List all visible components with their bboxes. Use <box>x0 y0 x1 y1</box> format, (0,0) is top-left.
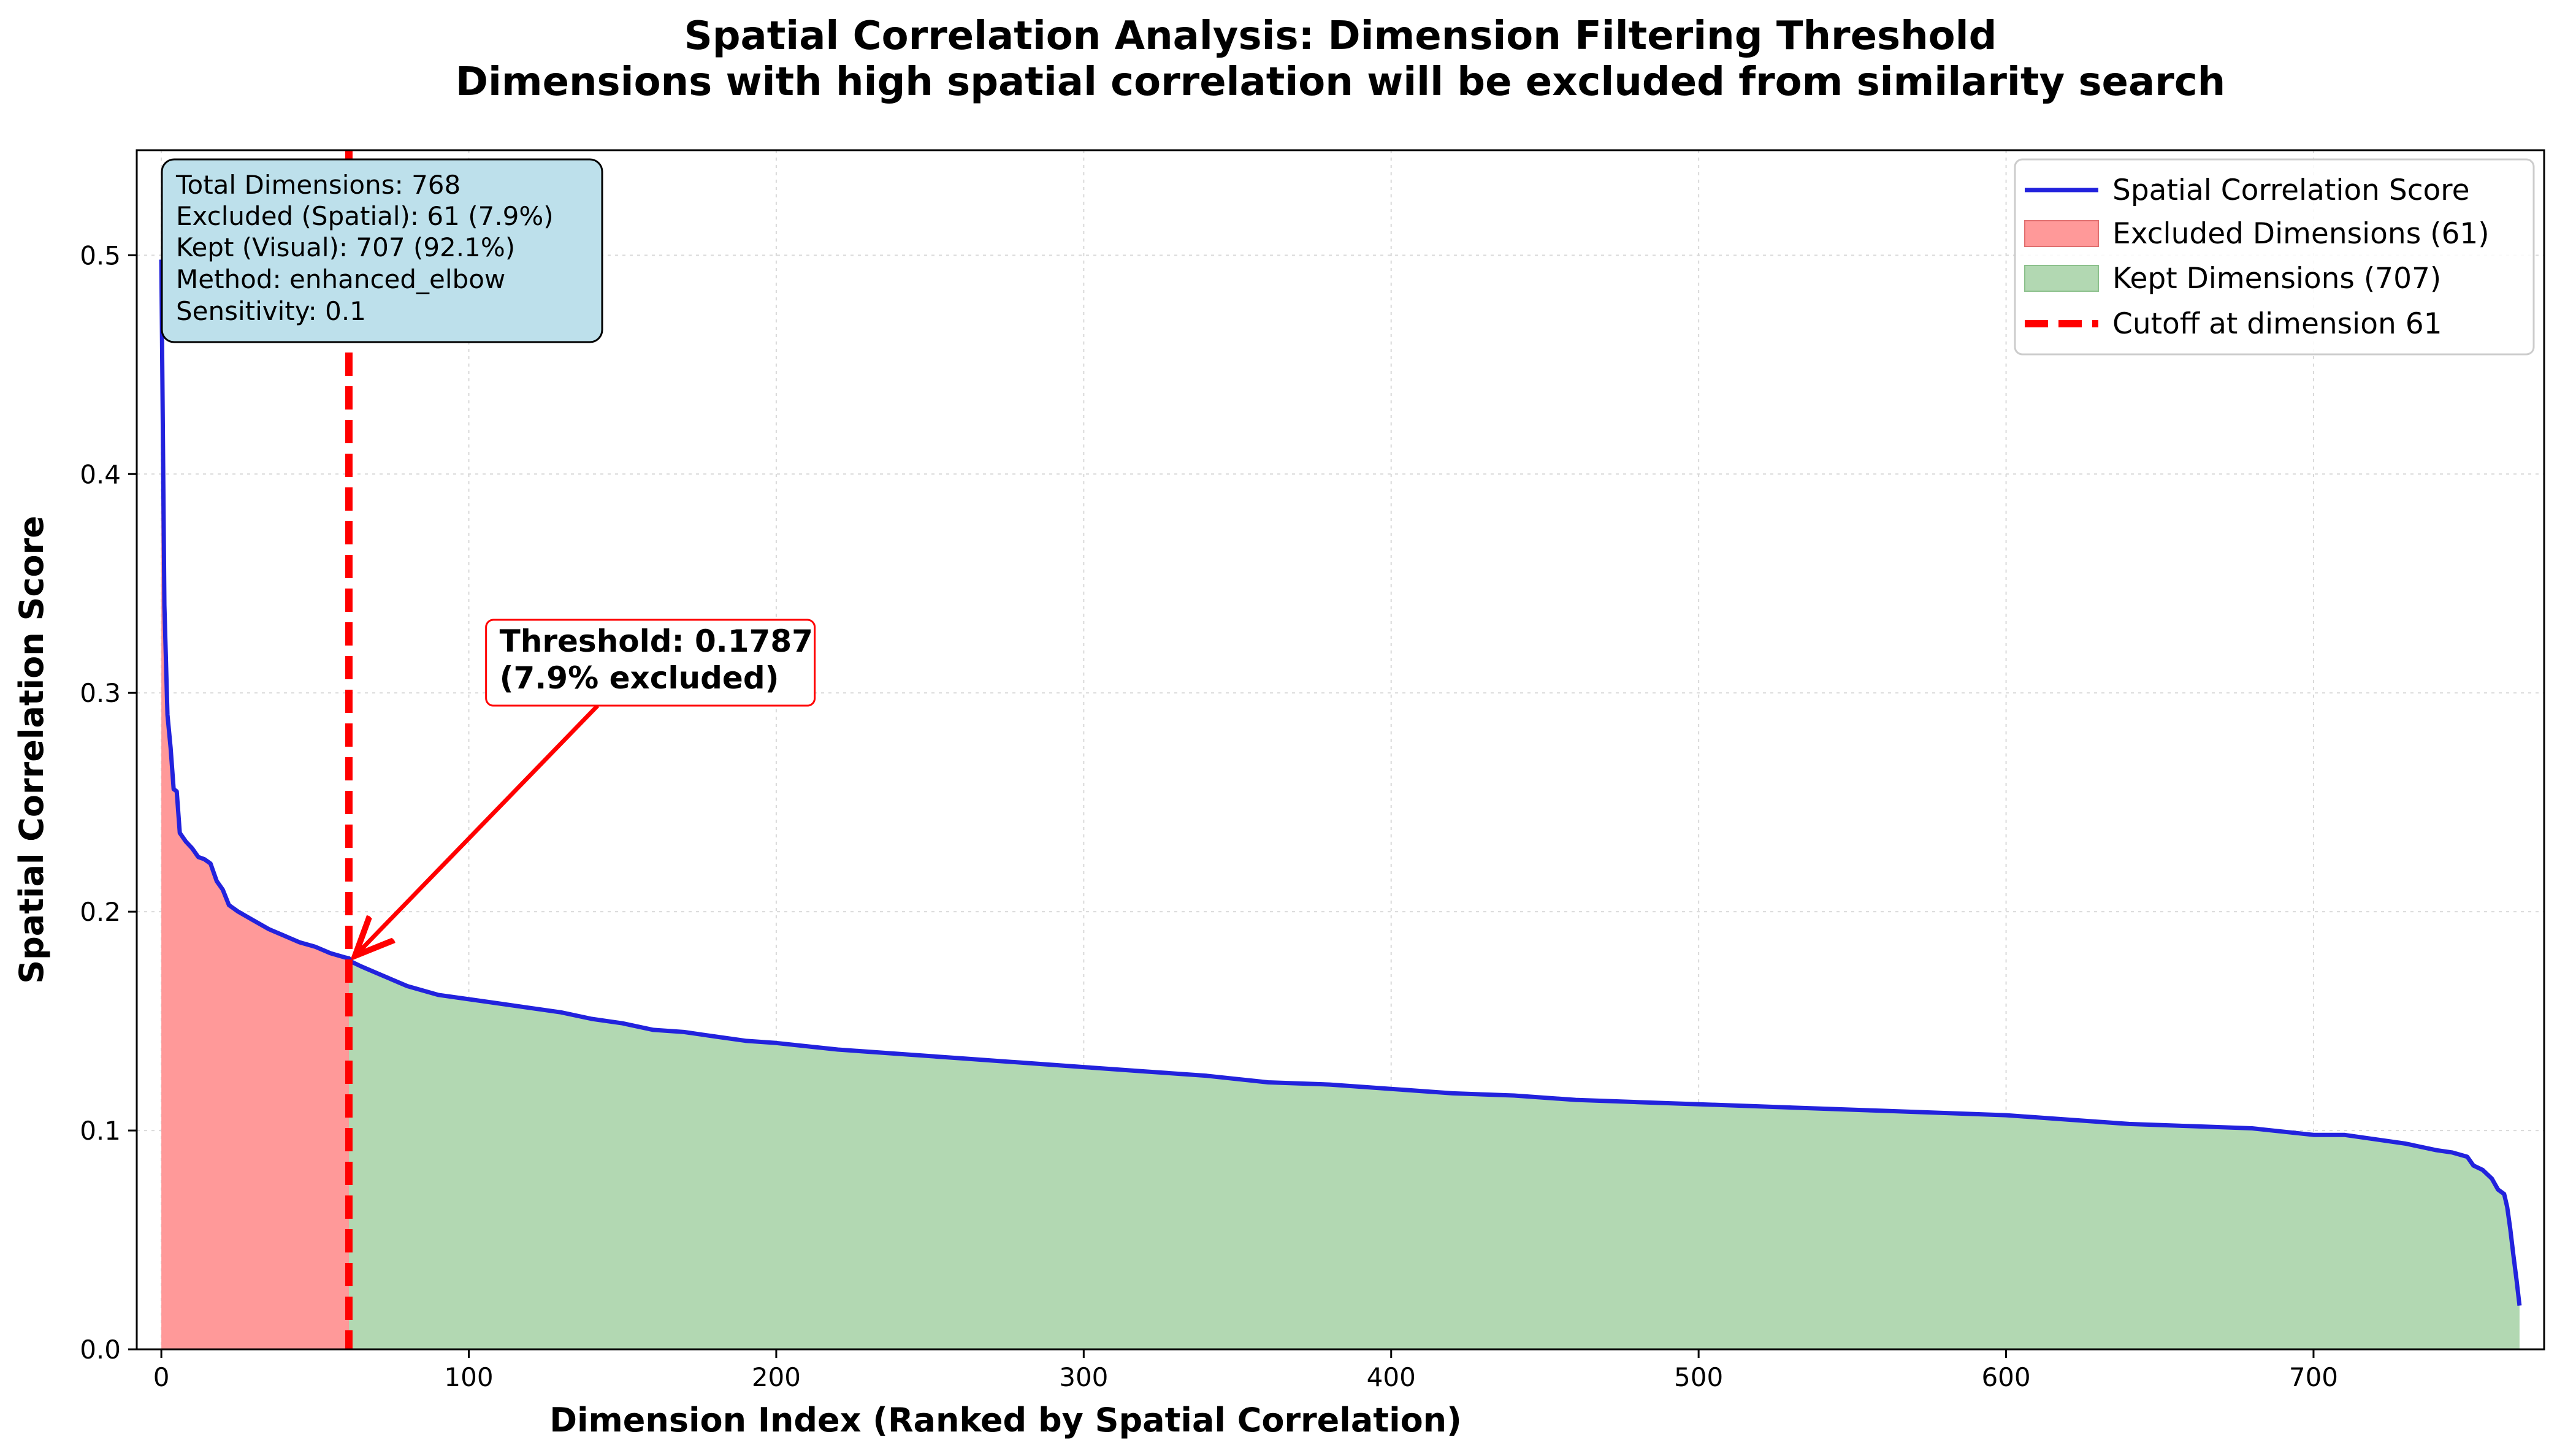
plot-frame <box>136 149 2545 1351</box>
y-axis-ticks: 0.0 0.1 0.2 0.3 0.4 0.5 <box>80 240 137 1365</box>
y-tick-label-5: 0.5 <box>80 240 121 270</box>
legend-box <box>2014 158 2535 356</box>
y-tick-label-1: 0.1 <box>80 1116 121 1146</box>
legend-excluded-label: Excluded Dimensions (61) <box>2112 217 2490 251</box>
x-tick-label-4: 400 <box>1367 1362 1416 1392</box>
info-total-dimensions: Total Dimensions: 768 <box>175 170 461 200</box>
legend-line-label: Spatial Correlation Score <box>2112 173 2470 207</box>
legend-kept-symbol <box>2024 265 2099 292</box>
threshold-label: Threshold: 0.1787 <box>500 623 813 659</box>
x-axis-ticks: 0 100 200 300 400 500 600 700 <box>153 1349 2338 1392</box>
x-tick-label-2: 200 <box>752 1362 801 1392</box>
spatial-correlation-line <box>159 259 2522 1306</box>
y-tick-label-2: 0.2 <box>80 897 121 927</box>
legend: Spatial Correlation Score Excluded Dimen… <box>2014 158 2535 356</box>
threshold-annotation-box <box>485 619 816 707</box>
x-axis-label: Dimension Index (Ranked by Spatial Corre… <box>549 1401 1462 1439</box>
y-tick-label-3: 0.3 <box>80 678 121 708</box>
x-tick-label-3: 300 <box>1059 1362 1108 1392</box>
legend-cutoff-label: Cutoff at dimension 61 <box>2112 307 2442 341</box>
chart-title: Spatial Correlation Analysis: Dimension … <box>684 13 1997 59</box>
threshold-excluded-label: (7.9% excluded) <box>500 660 779 696</box>
x-tick-label-6: 600 <box>1981 1362 2030 1392</box>
x-tick-label-1: 100 <box>444 1362 493 1392</box>
info-excluded: Excluded (Spatial): 61 (7.9%) <box>176 201 554 231</box>
x-tick-label-5: 500 <box>1674 1362 1723 1392</box>
info-sensitivity: Sensitivity: 0.1 <box>176 296 366 326</box>
legend-kept-label: Kept Dimensions (707) <box>2112 262 2441 295</box>
legend-excluded-symbol <box>2024 220 2099 247</box>
threshold-arrow <box>355 704 600 956</box>
info-method: Method: enhanced_elbow <box>176 264 505 294</box>
info-box: Total Dimensions: 768 Excluded (Spatial)… <box>161 158 603 343</box>
x-tick-label-0: 0 <box>153 1362 170 1392</box>
y-tick-label-4: 0.4 <box>80 459 121 489</box>
excluded-dimensions-area <box>161 259 349 1349</box>
chart-subtitle: Dimensions with high spatial correlation… <box>456 59 2225 105</box>
info-box-background <box>161 158 603 343</box>
threshold-annotation: Threshold: 0.1787 (7.9% excluded) <box>355 619 816 956</box>
y-axis-label: Spatial Correlation Score <box>12 516 51 984</box>
info-kept: Kept (Visual): 707 (92.1%) <box>176 232 515 262</box>
y-tick-label-0: 0.0 <box>80 1335 121 1365</box>
kept-dimensions-area <box>349 958 2520 1349</box>
x-tick-label-7: 700 <box>2289 1362 2338 1392</box>
